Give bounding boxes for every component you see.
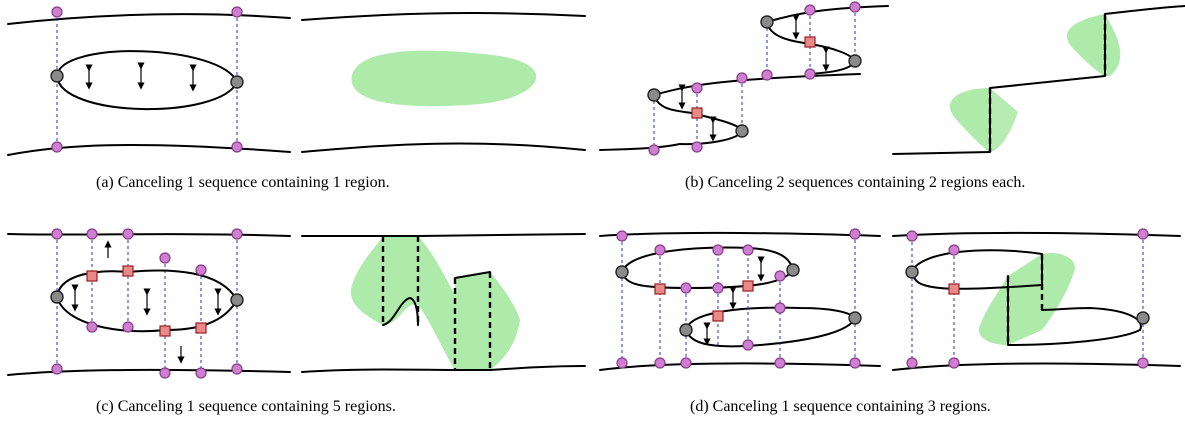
panel-c-left: [7, 228, 291, 379]
panel-b-right: [892, 5, 1185, 155]
gray-circle-icon: [230, 75, 244, 89]
red-square-icon: [691, 107, 703, 119]
panel-b: [599, 1, 1185, 156]
pink-circle-icon: [231, 6, 243, 18]
panel-d-right: [892, 228, 1181, 371]
pink-circle-icon: [231, 141, 243, 153]
caption-d: (d) Canceling 1 sequence containing 3 re…: [690, 398, 991, 415]
pink-circle-icon: [51, 141, 63, 153]
panel-a-right: [301, 12, 586, 153]
double-arrow-icon: [85, 62, 197, 92]
panel-b-left: [599, 1, 889, 156]
red-square-icon: [804, 36, 816, 48]
panel-c-right: [301, 233, 586, 373]
caption-a: (a) Canceling 1 sequence containing 1 re…: [96, 174, 390, 191]
gray-circle-icon: [50, 69, 64, 83]
panel-d: [599, 228, 1181, 371]
panel-a: [7, 6, 586, 156]
caption-b: (b) Canceling 2 sequences containing 2 r…: [685, 174, 1026, 191]
pink-circle-icon: [51, 6, 63, 18]
panel-a-left: [7, 6, 291, 156]
panel-c: [7, 228, 586, 379]
caption-c: (c) Canceling 1 sequence containing 5 re…: [96, 398, 396, 415]
panel-d-left: [599, 228, 881, 371]
green-region: [351, 50, 537, 107]
